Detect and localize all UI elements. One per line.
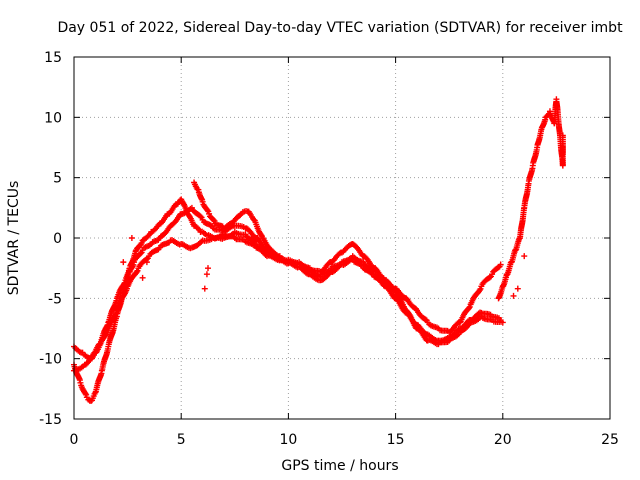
data-point-isolated bbox=[139, 274, 146, 281]
grid bbox=[74, 57, 610, 419]
data-point-track-b bbox=[497, 261, 504, 268]
data-point-isolated bbox=[143, 259, 150, 266]
data-point-track-a bbox=[82, 390, 89, 397]
data-points bbox=[71, 96, 566, 404]
tick-labels: 0 5 10 15 20 25 -15 -10 -5 0 5 10 15 bbox=[39, 50, 619, 448]
data-point-isolated bbox=[514, 285, 521, 292]
data-point-isolated bbox=[120, 259, 127, 266]
x-tick-label: 25 bbox=[601, 432, 619, 448]
data-point-track-d bbox=[199, 198, 206, 205]
x-tick-label: 10 bbox=[279, 432, 297, 448]
x-tick-label: 15 bbox=[387, 432, 405, 448]
data-point-track-d bbox=[204, 207, 211, 214]
y-axis-label: SDTVAR / TECUs bbox=[6, 181, 22, 296]
x-axis-label: GPS time / hours bbox=[281, 458, 398, 474]
data-point-track-b bbox=[486, 274, 493, 281]
data-point-isolated bbox=[205, 265, 211, 272]
data-point-track-d bbox=[210, 217, 217, 224]
y-tick-label: 5 bbox=[53, 171, 62, 187]
data-point-track-b bbox=[121, 281, 128, 288]
chart-title: Day 051 of 2022, Sidereal Day-to-day VTE… bbox=[57, 20, 623, 36]
x-tick-label: 0 bbox=[70, 432, 79, 448]
data-point-track-e bbox=[559, 132, 566, 139]
data-point-track-c bbox=[133, 269, 140, 276]
data-point-isolated bbox=[128, 235, 135, 241]
data-point-track-b bbox=[197, 213, 204, 220]
x-tick-label: 5 bbox=[177, 432, 186, 448]
y-tick-label: -5 bbox=[48, 291, 62, 307]
data-point-track-d bbox=[276, 253, 283, 260]
data-point-track-c bbox=[497, 317, 504, 324]
data-point-isolated bbox=[510, 292, 517, 299]
y-tick-label: 15 bbox=[44, 50, 62, 66]
data-point-isolated bbox=[201, 285, 208, 292]
y-tick-label: 0 bbox=[53, 231, 62, 247]
y-tick-label: -10 bbox=[39, 352, 62, 368]
x-tick-label: 20 bbox=[494, 432, 512, 448]
data-point-isolated bbox=[126, 268, 133, 275]
y-tick-label: -15 bbox=[39, 412, 62, 428]
y-tick-label: 10 bbox=[44, 110, 62, 126]
data-point-track-b bbox=[465, 305, 472, 312]
plot-frame bbox=[73, 56, 611, 420]
data-point-isolated bbox=[203, 271, 210, 278]
data-point-track-b bbox=[137, 250, 144, 257]
data-point-isolated bbox=[521, 253, 528, 260]
